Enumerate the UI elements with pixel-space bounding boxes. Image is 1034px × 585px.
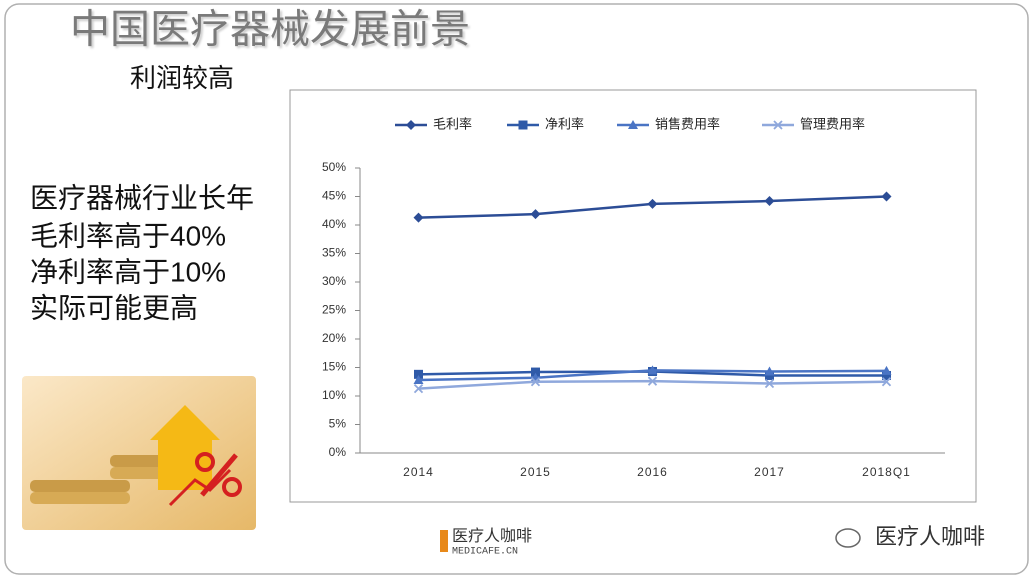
marker [413,383,424,394]
watermark: 医疗人咖啡 [835,524,985,549]
body-line: 医疗器械行业长年 [30,182,254,213]
marker [406,120,416,130]
marker [764,366,775,376]
x-tick-label: 2014 [403,465,434,479]
logo: 医疗人咖啡 MEDICAFE.CN [440,527,532,558]
x-tick-label: 2017 [754,465,785,479]
y-tick-label: 30% [322,274,346,288]
marker [530,209,541,220]
subtitle: 利润较高 [130,63,234,93]
legend-label: 销售费用率 [655,116,720,131]
legend-label: 毛利率 [433,116,472,131]
y-tick-label: 35% [322,246,346,260]
marker [764,378,775,389]
marker [647,376,658,386]
marker [881,191,892,202]
logo-subtext: MEDICAFE.CN [452,547,518,558]
marker [647,365,658,375]
x-tick-label: 2016 [637,465,668,479]
x-tick-label: 2015 [520,465,551,479]
marker [518,120,528,130]
body-line: 实际可能更高 [30,292,198,323]
picture [22,376,256,530]
marker [413,375,424,385]
y-tick-label: 40% [322,217,346,231]
legend-label: 管理费用率 [800,116,865,131]
y-tick-label: 0% [329,445,347,459]
chart-frame [289,89,977,503]
marker [414,369,423,379]
logo-text: 医疗人咖啡 [452,527,532,545]
marker [413,212,424,223]
marker [530,377,541,387]
y-tick-label: 50% [322,160,346,174]
watermark-text: 医疗人咖啡 [875,524,985,549]
marker [882,370,891,380]
x-tick-label: 2018Q1 [862,465,911,479]
body-line: 净利率高于10% [30,256,226,287]
marker [647,198,658,209]
y-tick-label: 10% [322,388,346,402]
marker [881,377,892,387]
marker [628,120,638,129]
marker [531,367,540,377]
y-tick-label: 15% [322,360,346,374]
y-tick-label: 25% [322,303,346,317]
body-line: 毛利率高于40% [30,220,226,251]
marker [881,365,892,375]
marker [764,196,775,207]
y-tick-label: 5% [329,417,347,431]
y-tick-label: 20% [322,331,346,345]
slide-title: 中国医疗器械发展前景 [70,8,470,52]
marker [773,120,783,130]
legend-label: 净利率 [545,116,584,131]
y-tick-label: 45% [322,189,346,203]
